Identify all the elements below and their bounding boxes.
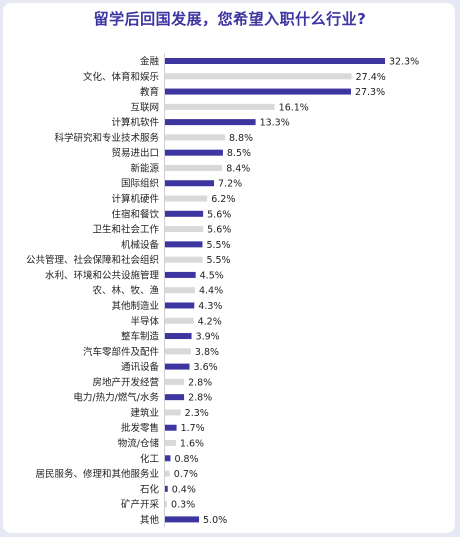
value-label-6: 8.5% [227, 148, 251, 159]
value-label-1: 27.4% [356, 72, 386, 83]
category-label-24: 批发零售 [121, 422, 159, 434]
value-label-25: 1.6% [180, 439, 204, 450]
bar-8 [165, 180, 215, 187]
value-label-0: 32.3% [389, 57, 419, 68]
value-label-19: 3.8% [195, 347, 219, 358]
value-label-26: 0.8% [174, 454, 198, 465]
bar-19 [165, 348, 191, 355]
bar-29 [165, 501, 168, 508]
value-label-15: 4.4% [199, 286, 223, 297]
bar-16 [165, 302, 195, 309]
category-label-3: 互联网 [130, 102, 159, 113]
category-label-12: 机械设备 [121, 239, 160, 251]
value-label-14: 4.5% [200, 270, 224, 281]
category-label-15: 农、林、牧、渔 [92, 285, 159, 297]
category-label-11: 卫生和社会工作 [92, 224, 159, 236]
bar-26 [165, 455, 171, 462]
bar-17 [165, 317, 194, 324]
bar-23 [165, 409, 181, 416]
bar-1 [165, 73, 352, 80]
bar-30 [165, 516, 200, 523]
value-label-21: 2.8% [188, 377, 212, 388]
category-label-14: 水利、环境和公共设施管理 [45, 269, 160, 281]
category-label-19: 汽车零部件及配件 [83, 346, 160, 358]
category-label-6: 贸易进出口 [111, 147, 159, 159]
bar-0 [165, 58, 385, 64]
category-label-26: 化工 [140, 453, 160, 465]
value-label-10: 5.6% [207, 209, 231, 220]
category-label-28: 石化 [140, 483, 160, 495]
bar-18 [165, 333, 192, 340]
value-label-22: 2.8% [188, 393, 212, 404]
category-label-1: 文化、体育和娱乐 [83, 71, 160, 83]
bar-28 [165, 485, 168, 492]
bar-6 [165, 149, 223, 156]
value-label-7: 8.4% [226, 163, 250, 174]
bar-15 [165, 287, 195, 294]
bar-25 [165, 440, 176, 446]
category-label-9: 计算机硬件 [111, 193, 159, 205]
value-label-11: 5.6% [207, 225, 231, 236]
bar-4 [165, 119, 256, 126]
value-label-9: 6.2% [211, 194, 235, 205]
category-label-7: 新能源 [130, 162, 159, 174]
category-label-22: 电力/热力/燃气/水务 [73, 392, 159, 404]
category-label-8: 国际组织 [121, 178, 159, 190]
category-label-2: 教育 [140, 86, 159, 98]
bar-12 [165, 241, 203, 248]
bar-13 [165, 256, 203, 263]
category-label-4: 计算机软件 [111, 117, 159, 129]
category-label-30: 其他 [140, 514, 160, 526]
value-label-18: 3.9% [196, 332, 220, 343]
bar-27 [165, 470, 170, 477]
category-label-17: 半导体 [130, 315, 159, 327]
value-label-23: 2.3% [185, 408, 209, 419]
value-label-5: 8.8% [229, 133, 253, 144]
category-label-13: 公共管理、社会保障和社会组织 [26, 254, 159, 266]
category-label-16: 其他制造业 [111, 300, 159, 312]
value-label-8: 7.2% [218, 179, 242, 190]
bar-2 [165, 88, 351, 95]
bar-22 [165, 394, 185, 401]
category-label-21: 房地产开发经营 [92, 376, 159, 388]
bar-21 [165, 378, 185, 385]
value-label-28: 0.4% [172, 484, 196, 495]
category-label-5: 科学研究和专业技术服务 [54, 132, 159, 144]
chart-title: 留学后回国发展，您希望入职什么行业? [93, 10, 367, 28]
bar-7 [165, 164, 223, 171]
value-label-24: 1.7% [181, 423, 205, 434]
bar-5 [165, 134, 225, 141]
value-label-17: 4.2% [198, 316, 222, 327]
value-label-30: 5.0% [203, 515, 227, 526]
bar-11 [165, 226, 204, 233]
bar-10 [165, 210, 204, 217]
category-label-25: 物流/仓储 [118, 438, 160, 450]
value-label-4: 13.3% [260, 118, 290, 129]
category-label-18: 整车制造 [121, 331, 160, 343]
bar-3 [165, 103, 275, 110]
value-label-29: 0.3% [171, 500, 195, 511]
category-label-23: 建筑业 [130, 407, 159, 419]
category-label-20: 通讯设备 [121, 361, 160, 373]
value-label-20: 3.6% [194, 362, 218, 373]
value-label-16: 4.3% [198, 301, 222, 312]
value-label-13: 5.5% [206, 255, 230, 266]
value-label-2: 27.3% [355, 87, 385, 98]
category-label-10: 住宿和餐饮 [111, 208, 159, 220]
bar-14 [165, 271, 196, 278]
category-label-29: 矿产开采 [121, 499, 160, 511]
bar-24 [165, 424, 177, 431]
value-label-3: 16.1% [279, 102, 309, 113]
value-label-12: 5.5% [206, 240, 230, 251]
category-label-27: 居民服务、修理和其他服务业 [35, 468, 159, 480]
category-label-0: 金融 [140, 56, 160, 68]
bar-20 [165, 363, 190, 370]
bar-9 [165, 195, 208, 202]
value-label-27: 0.7% [174, 469, 198, 480]
